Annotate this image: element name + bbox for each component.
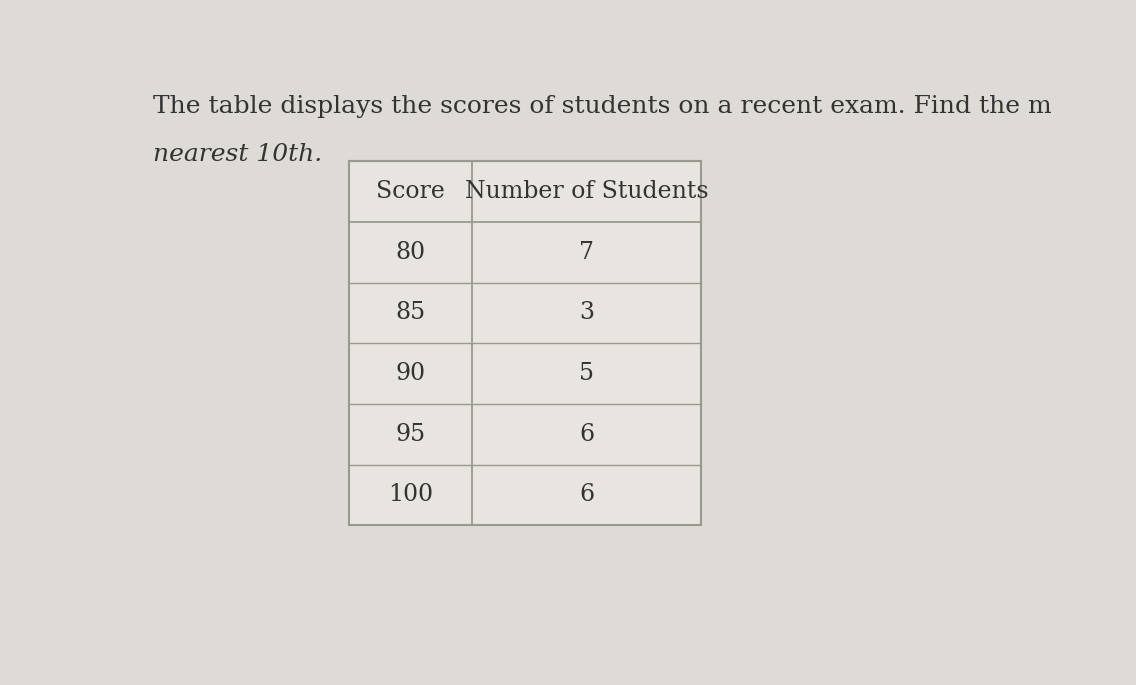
Text: Score: Score xyxy=(376,180,445,203)
Text: 100: 100 xyxy=(389,484,433,506)
Text: Number of Students: Number of Students xyxy=(465,180,709,203)
Text: 5: 5 xyxy=(579,362,594,385)
Text: 90: 90 xyxy=(395,362,426,385)
Text: 80: 80 xyxy=(395,241,426,264)
Text: 6: 6 xyxy=(579,484,594,506)
FancyBboxPatch shape xyxy=(349,162,701,525)
Text: 6: 6 xyxy=(579,423,594,446)
Text: 3: 3 xyxy=(579,301,594,325)
Text: 85: 85 xyxy=(395,301,426,325)
Text: nearest 10th.: nearest 10th. xyxy=(152,143,321,166)
Text: 95: 95 xyxy=(395,423,426,446)
Text: The table displays the scores of students on a recent exam. Find the m: The table displays the scores of student… xyxy=(152,95,1051,119)
Text: 7: 7 xyxy=(579,241,594,264)
